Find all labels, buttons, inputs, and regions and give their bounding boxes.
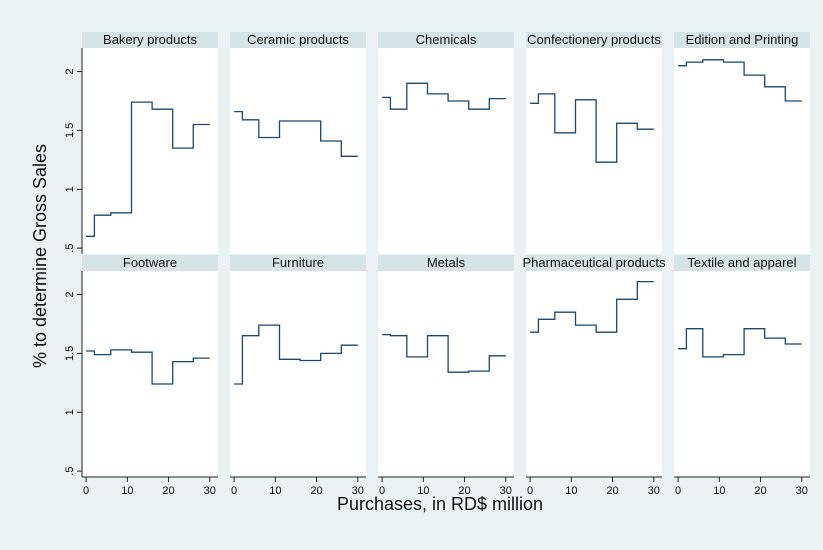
x-tick-label: 20 <box>754 485 766 497</box>
x-axis-footware: 0 10 20 30 <box>82 476 218 497</box>
panel-textile-and-apparel: Textile and apparel <box>674 255 810 477</box>
panel-strip-footware <box>82 255 218 271</box>
panel-confectionery-products: Confectionery products <box>526 32 662 254</box>
series-line-footware <box>86 349 210 385</box>
series-line-bakery-products <box>86 101 210 237</box>
y-axis-row-1: .5 1 1.5 2 <box>64 48 83 254</box>
panel-chemicals: Chemicals <box>378 32 514 254</box>
y-tick-label: 1.5 <box>64 123 76 138</box>
panel-title-confectionery-products: Confectionery products <box>527 32 661 47</box>
y-tick-label: 1 <box>64 409 76 415</box>
panel-plot-area-edition-and-printing <box>674 48 810 254</box>
series-line-pharmaceutical-products <box>530 280 654 333</box>
x-tick-label: 0 <box>379 485 385 497</box>
panel-strip-pharmaceutical-products <box>526 255 662 271</box>
panel-strip-ceramic-products <box>230 32 366 48</box>
y-tick-label: .5 <box>64 467 76 476</box>
series-line-edition-and-printing <box>678 59 802 102</box>
panel-title-pharmaceutical-products: Pharmaceutical products <box>522 255 666 270</box>
panel-footware: Footware <box>82 255 218 477</box>
panel-title-textile-and-apparel: Textile and apparel <box>687 255 796 270</box>
x-axis-title: Purchases, in RD$ million <box>337 494 543 514</box>
panel-strip-chemicals <box>378 32 514 48</box>
x-axis-textile-and-apparel: 0 10 20 30 <box>674 476 810 497</box>
x-axis-pharmaceutical-products: 0 10 20 30 <box>526 476 662 497</box>
panel-title-edition-and-printing: Edition and Printing <box>686 32 799 47</box>
panel-plot-area-textile-and-apparel <box>674 271 810 477</box>
y-tick-label: 1 <box>64 186 76 192</box>
panel-plot-area-bakery-products <box>82 48 218 254</box>
panel-plot-area-furniture <box>230 271 366 477</box>
panel-strip-furniture <box>230 255 366 271</box>
x-tick-label: 20 <box>162 485 174 497</box>
y-axis-title: % to determine Gross Sales <box>30 144 50 368</box>
panel-strip-bakery-products <box>82 32 218 48</box>
series-line-metals <box>382 333 506 373</box>
x-tick-label: 30 <box>352 485 364 497</box>
x-tick-label: 10 <box>565 485 577 497</box>
panel-grid: Bakery products Ceramic products Chemicals… <box>82 32 810 477</box>
x-tick-label: 20 <box>310 485 322 497</box>
y-axis-row-2: .5 1 1.5 2 <box>64 271 83 477</box>
panel-pharmaceutical-products: Pharmaceutical products <box>522 255 666 477</box>
panel-strip-edition-and-printing <box>674 32 810 48</box>
y-tick-label: 1.5 <box>64 346 76 361</box>
panel-title-footware: Footware <box>123 255 177 270</box>
y-tick-label: 2 <box>64 291 76 297</box>
series-line-furniture <box>234 324 358 385</box>
panel-title-metals: Metals <box>427 255 466 270</box>
y-tick-label: .5 <box>64 244 76 253</box>
panel-title-ceramic-products: Ceramic products <box>247 32 349 47</box>
panel-title-bakery-products: Bakery products <box>103 32 197 47</box>
x-tick-label: 20 <box>458 485 470 497</box>
panel-plot-area-confectionery-products <box>526 48 662 254</box>
x-tick-label: 10 <box>269 485 281 497</box>
series-line-confectionery-products <box>530 93 654 163</box>
panel-strip-textile-and-apparel <box>674 255 810 271</box>
series-line-textile-and-apparel <box>678 328 802 358</box>
x-tick-label: 0 <box>527 485 533 497</box>
x-tick-label: 30 <box>500 485 512 497</box>
panel-edition-and-printing: Edition and Printing <box>674 32 810 254</box>
x-tick-label: 0 <box>83 485 89 497</box>
panel-strip-confectionery-products <box>526 32 662 48</box>
x-tick-label: 0 <box>231 485 237 497</box>
panel-plot-area-ceramic-products <box>230 48 366 254</box>
panel-ceramic-products: Ceramic products <box>230 32 366 254</box>
series-line-ceramic-products <box>234 110 358 157</box>
panel-strip-metals <box>378 255 514 271</box>
x-tick-label: 30 <box>796 485 808 497</box>
panel-title-furniture: Furniture <box>272 255 324 270</box>
panel-plot-area-chemicals <box>378 48 514 254</box>
x-tick-label: 30 <box>204 485 216 497</box>
panel-plot-area-footware <box>82 271 218 477</box>
x-tick-label: 10 <box>417 485 429 497</box>
panel-metals: Metals <box>378 255 514 477</box>
panel-plot-area-metals <box>378 271 514 477</box>
x-tick-label: 10 <box>713 485 725 497</box>
panel-title-chemicals: Chemicals <box>416 32 477 47</box>
x-axis-metals: 0 10 20 30 <box>378 476 514 497</box>
x-tick-label: 0 <box>675 485 681 497</box>
series-line-chemicals <box>382 82 506 110</box>
x-axes: 0 10 20 30 0 10 20 30 0 10 20 30 0 10 20 30 0 10 20 30 <box>82 476 810 497</box>
panel-furniture: Furniture <box>230 255 366 477</box>
y-tick-label: 2 <box>64 68 76 74</box>
x-tick-label: 20 <box>606 485 618 497</box>
x-tick-label: 10 <box>121 485 133 497</box>
y-axes: .5 1 1.5 2 .5 1 1.5 2 <box>64 48 83 477</box>
panel-bakery-products: Bakery products <box>82 32 218 254</box>
panel-plot-area-pharmaceutical-products <box>526 271 662 477</box>
x-axis-furniture: 0 10 20 30 <box>230 476 366 497</box>
x-tick-label: 30 <box>648 485 660 497</box>
